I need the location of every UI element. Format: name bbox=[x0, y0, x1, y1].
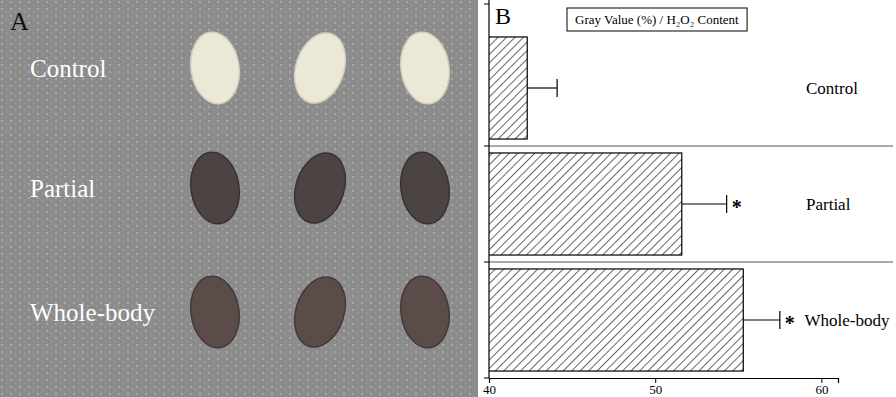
error-bar-stem bbox=[682, 203, 727, 204]
y-axis-tick bbox=[484, 146, 489, 147]
significance-mark: * bbox=[785, 312, 795, 334]
figure: AControlPartialWhole-body**ControlPartia… bbox=[0, 0, 896, 397]
x-axis-line bbox=[490, 379, 839, 384]
x-tick: 50 bbox=[649, 378, 662, 397]
photo-label: Whole-body bbox=[30, 299, 155, 326]
x-tick: 60 bbox=[815, 378, 828, 397]
seed bbox=[286, 146, 354, 229]
seed bbox=[186, 273, 244, 351]
seed bbox=[396, 29, 454, 107]
photo-label: Partial bbox=[30, 175, 95, 202]
x-tick: 40 bbox=[483, 378, 496, 397]
x-tick-label: 60 bbox=[815, 382, 828, 397]
error-bar-stem bbox=[527, 87, 557, 88]
error-bar-cap bbox=[779, 311, 780, 329]
bar bbox=[489, 269, 743, 371]
y-axis-tick bbox=[484, 378, 489, 379]
seed bbox=[396, 273, 454, 351]
error-bar-cap bbox=[726, 195, 727, 213]
error-bar-stem bbox=[743, 319, 780, 320]
chart-panel: * * Control Partial Whole-body 40 50 60 B Gray Va… bbox=[483, 0, 893, 397]
category-label: Whole-body bbox=[805, 311, 890, 330]
seed bbox=[186, 29, 244, 107]
y-axis-tick bbox=[484, 4, 489, 5]
photo-label: Control bbox=[30, 55, 106, 82]
bar bbox=[489, 153, 682, 255]
plot-area bbox=[489, 37, 780, 371]
category-label: Control bbox=[806, 79, 858, 98]
y-axis-tick bbox=[484, 262, 489, 263]
band-separator bbox=[489, 262, 893, 263]
error-bar bbox=[527, 79, 557, 97]
seed bbox=[286, 270, 354, 353]
seed bbox=[186, 149, 244, 227]
x-tick-label: 50 bbox=[649, 382, 662, 397]
chart-title: Gray Value (%) / H₂O₂ Content bbox=[575, 12, 739, 27]
seed bbox=[396, 149, 454, 227]
photo-panel: AControl Partial Whole-body bbox=[0, 0, 478, 397]
panel-label: B bbox=[495, 3, 511, 29]
error-bar-cap bbox=[557, 79, 558, 97]
x-tick-label: 40 bbox=[483, 382, 496, 397]
seed bbox=[286, 26, 354, 109]
photo-background bbox=[0, 0, 478, 397]
error-bar bbox=[743, 311, 780, 329]
error-bar bbox=[682, 195, 727, 213]
title-box bbox=[567, 8, 747, 31]
band-separator bbox=[489, 146, 893, 147]
category-label: Partial bbox=[806, 195, 851, 214]
significance-mark: * bbox=[732, 196, 742, 218]
panel-label: A bbox=[10, 7, 29, 36]
x-axis: 40 50 60 bbox=[483, 378, 839, 397]
bar bbox=[489, 37, 527, 139]
